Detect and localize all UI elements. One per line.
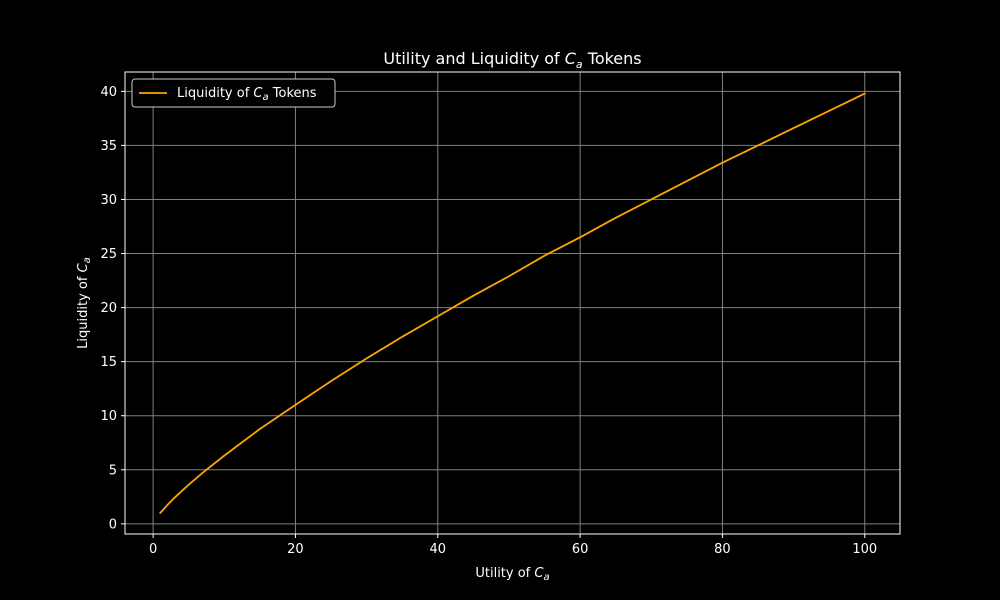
- x-tick-label: 20: [287, 542, 304, 557]
- y-tick-label: 30: [100, 193, 117, 208]
- ticks: 0 20 40 60 80 100 0 5 10 15 20 25 30 35 40: [100, 85, 877, 557]
- plot-frame: [124, 71, 901, 535]
- chart-title: Utility and Liquidity of Ca Tokens: [383, 49, 641, 71]
- x-tick-label: 0: [149, 542, 157, 557]
- grid: [125, 72, 900, 534]
- legend-label: Liquidity of Ca Tokens: [177, 86, 317, 103]
- x-tick-label: 40: [430, 542, 447, 557]
- y-tick-label: 25: [100, 247, 117, 262]
- series-layer: [159, 92, 866, 514]
- y-tick-label: 0: [109, 517, 117, 532]
- y-tick-label: 20: [100, 301, 117, 316]
- y-axis-label: Liquidity of Ca: [76, 257, 93, 349]
- legend: Liquidity of Ca Tokens: [131, 78, 336, 108]
- x-axis-label: Utility of Ca: [475, 566, 549, 583]
- x-tick-label: 100: [852, 542, 877, 557]
- legend-box: [131, 78, 336, 108]
- y-tick-label: 40: [100, 85, 117, 100]
- y-tick-label: 15: [100, 355, 117, 370]
- y-tick-label: 5: [109, 463, 117, 478]
- x-tick-label: 80: [714, 542, 731, 557]
- y-tick-label: 10: [100, 409, 117, 424]
- y-tick-label: 35: [100, 139, 117, 154]
- series-line-liquidity: [159, 92, 866, 514]
- x-tick-label: 60: [572, 542, 589, 557]
